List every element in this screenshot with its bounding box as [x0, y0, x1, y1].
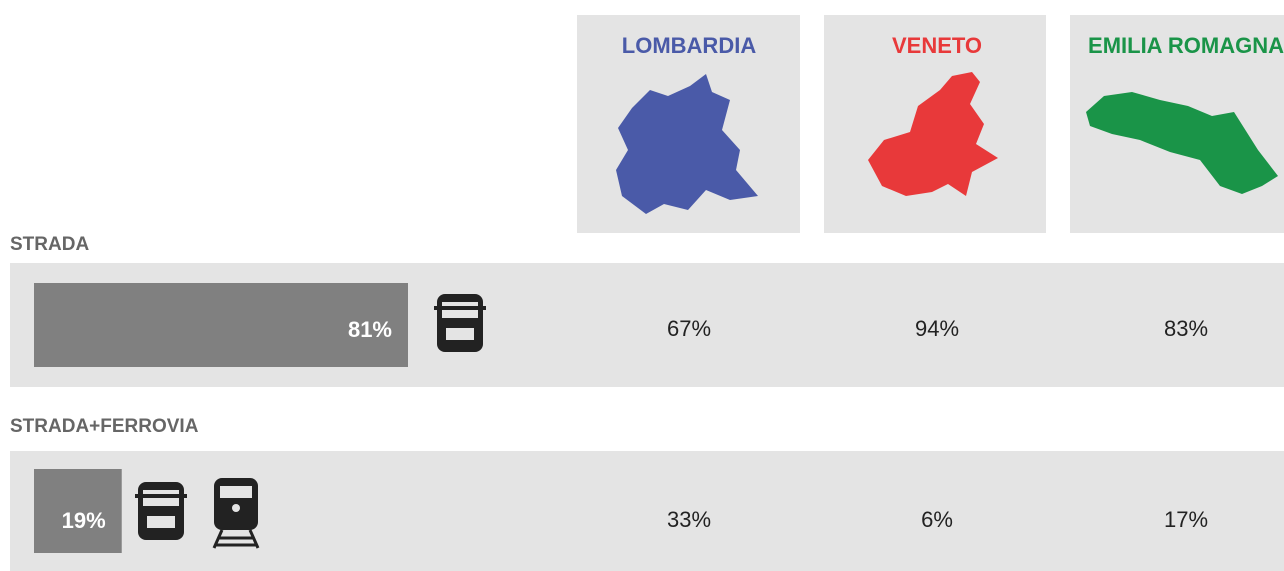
- row-label: STRADA+FERROVIA: [10, 416, 199, 437]
- bar-label: 81%: [348, 317, 392, 342]
- truck-grille: [147, 516, 175, 528]
- bar-label: 19%: [62, 508, 106, 533]
- truck-mirror: [434, 306, 486, 310]
- region-value: 83%: [1164, 316, 1208, 341]
- region-value: 33%: [667, 507, 711, 532]
- region-map: [1086, 92, 1278, 194]
- region-value: 17%: [1164, 507, 1208, 532]
- icons: [135, 294, 486, 540]
- train-icon: [212, 478, 260, 549]
- region-value: 6%: [921, 507, 953, 532]
- row-band: [10, 451, 1284, 571]
- bar: [34, 469, 122, 553]
- region-title: EMILIA ROMAGNA: [1088, 33, 1284, 58]
- region-title: VENETO: [892, 33, 982, 58]
- region-title: LOMBARDIA: [622, 33, 757, 58]
- truck-grille: [446, 328, 474, 340]
- region-map: [616, 74, 758, 214]
- row-label: STRADA: [10, 234, 89, 255]
- bar: [34, 283, 408, 367]
- region-value: 94%: [915, 316, 959, 341]
- region-value: 67%: [667, 316, 711, 341]
- region-map: [868, 72, 998, 196]
- truck-mirror: [135, 494, 187, 498]
